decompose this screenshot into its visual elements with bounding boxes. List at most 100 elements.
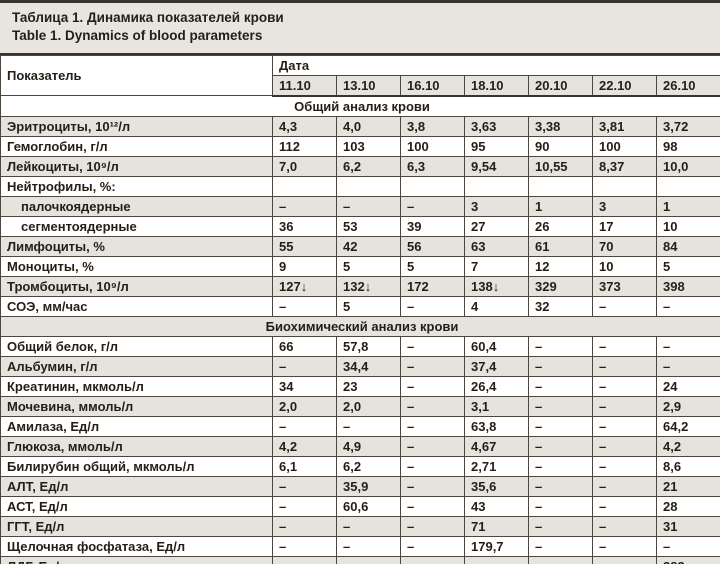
value-cell: 27: [464, 215, 529, 237]
table-row: ЛДГ, Ед/л-––––––283: [0, 555, 720, 564]
header-row-date: Показатель Дата: [0, 54, 720, 97]
table-row: Лимфоциты, % 55 42 56 63 61 70 84: [0, 235, 720, 257]
table-row: Мочевина, ммоль/л 2,0 2,0–3,1– –2,9: [0, 395, 720, 417]
table-caption-en: Table 1. Dynamics of blood parameters: [12, 27, 263, 43]
table-row: Эритроциты, 10¹²/л 4,3 4,0 3,8 3,63 3,38 3,81 3…: [0, 115, 720, 137]
table-body: Общий анализ крови Эритроциты, 10¹²/л 4,3 4…: [0, 95, 720, 564]
value-cell: 9,54: [464, 155, 529, 177]
value-cell: –: [592, 295, 657, 317]
row-label: Моноциты, %: [0, 255, 273, 277]
value-cell: 98: [655, 135, 720, 157]
value-cell: 3,72: [655, 115, 720, 137]
value-cell: –: [400, 195, 465, 217]
value-cell: –: [528, 435, 593, 457]
value-cell: –: [528, 495, 593, 517]
value-cell: 7,0: [272, 155, 337, 177]
value-cell: 35,9: [336, 475, 401, 497]
value-cell: –: [592, 395, 657, 417]
value-cell: 283: [655, 555, 720, 564]
table-row: палочкоядерные – – –3 1 3 1: [0, 195, 720, 217]
row-label: Глюкоза, ммоль/л: [0, 435, 273, 457]
value-cell: 34: [272, 375, 337, 397]
value-cell: 4: [464, 295, 529, 317]
value-cell: 4,2: [272, 435, 337, 457]
value-cell: –: [528, 475, 593, 497]
value-cell: 6,2: [336, 155, 401, 177]
value-cell: –: [272, 495, 337, 517]
table-row: Моноциты, % 9 5 5 7 12 10 5: [0, 255, 720, 277]
value-cell: –: [400, 295, 465, 317]
value-cell: –: [528, 415, 593, 437]
row-label: Общий белок, г/л: [0, 335, 273, 357]
value-cell: 56: [400, 235, 465, 257]
value-cell: –: [528, 555, 593, 564]
header-row-dates: 11.10 13.10 16.10 18.10 20.10 22.10 26.1…: [1, 74, 720, 97]
row-label: Альбумин, г/л: [0, 355, 273, 377]
value-cell: –: [400, 335, 465, 357]
row-label: Мочевина, ммоль/л: [0, 395, 273, 417]
row-label: Гемоглобин, г/л: [0, 135, 273, 157]
value-cell: 21: [655, 475, 720, 497]
value-cell: 172: [400, 275, 465, 297]
value-cell: 84: [655, 235, 720, 257]
section-header-row: Общий анализ крови: [0, 95, 720, 117]
row-label: Щелочная фосфатаза, Ед/л: [0, 535, 273, 557]
value-cell: –: [528, 515, 593, 537]
value-cell: –: [400, 355, 465, 377]
value-cell: –: [592, 415, 657, 437]
table-row: Креатинин, мкмоль/л 34 23–26,4– –24: [0, 375, 720, 397]
value-cell: 17: [592, 215, 657, 237]
row-label: Тромбоциты, 10⁹/л: [0, 275, 273, 297]
value-cell: 4,2: [655, 435, 720, 457]
value-cell: 5: [336, 295, 401, 317]
value-cell: –: [592, 515, 657, 537]
value-cell: –: [400, 415, 465, 437]
value-cell: –: [528, 535, 593, 557]
value-cell: 132↓: [336, 275, 401, 297]
value-cell: 39: [400, 215, 465, 237]
table-row: ГГТ, Ед/л – – –71– –31: [0, 515, 720, 537]
value-cell: 63: [464, 235, 529, 257]
section-title: Биохимический анализ крови: [0, 315, 720, 337]
value-cell: 42: [336, 235, 401, 257]
table-row: Нейтрофилы, %:: [0, 175, 720, 197]
value-cell: –: [400, 495, 465, 517]
value-cell: –: [655, 535, 720, 557]
value-cell: 5: [336, 255, 401, 277]
date-column-header: 11.10: [272, 74, 337, 97]
table-row: Общий белок, г/л 66 57,8–60,4– – –: [0, 335, 720, 357]
value-cell: 55: [272, 235, 337, 257]
value-cell: [528, 175, 593, 197]
value-cell: 24: [655, 375, 720, 397]
value-cell: 5: [655, 255, 720, 277]
value-cell: 8,6: [655, 455, 720, 477]
value-cell: –: [528, 335, 593, 357]
table-caption-ru: Таблица 1. Динамика показателей крови: [12, 10, 284, 25]
value-cell: [272, 175, 337, 197]
value-cell: –: [400, 515, 465, 537]
row-label: ЛДГ, Ед/л: [0, 555, 273, 564]
value-cell: 10,55: [528, 155, 593, 177]
value-cell: –: [528, 355, 593, 377]
value-cell: 28: [655, 495, 720, 517]
value-cell: 138↓: [464, 275, 529, 297]
table-row: Альбумин, г/л –34,4–37,4– – –: [0, 355, 720, 377]
table-row: Амилаза, Ед/л – – –63,8– –64,2: [0, 415, 720, 437]
value-cell: 127↓: [272, 275, 337, 297]
value-cell: 3,38: [528, 115, 593, 137]
value-cell: –: [592, 495, 657, 517]
value-cell: 329: [528, 275, 593, 297]
value-cell: 6,3: [400, 155, 465, 177]
value-cell: –: [272, 355, 337, 377]
value-cell: [400, 175, 465, 197]
value-cell: –: [400, 375, 465, 397]
row-label: Билирубин общий, мкмоль/л: [0, 455, 273, 477]
value-cell: 10: [655, 215, 720, 237]
value-cell: –: [272, 475, 337, 497]
value-cell: 90: [528, 135, 593, 157]
value-cell: –: [592, 475, 657, 497]
value-cell: 6,2: [336, 455, 401, 477]
value-cell: –: [592, 435, 657, 457]
date-column-header: 13.10: [336, 74, 401, 97]
